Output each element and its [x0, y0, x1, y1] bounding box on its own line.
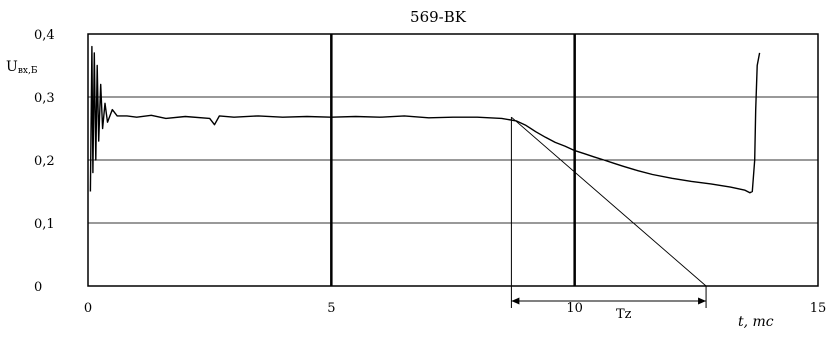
interval-arrow-head-right	[698, 297, 707, 305]
x-tick-label: 0	[84, 301, 92, 316]
series-line	[89, 45, 761, 194]
y-tick-label: 0,4	[34, 28, 55, 43]
y-axis-label: Uвх,Б	[6, 59, 38, 76]
y-tick-label: 0,3	[34, 91, 55, 106]
tz-label: Tz	[616, 307, 632, 322]
tangent-line	[511, 116, 707, 287]
y-axis-label-sub: вх,Б	[18, 66, 38, 76]
y-tick-label: 0,1	[34, 217, 55, 232]
x-axis-label: t, mc	[738, 314, 774, 330]
interval-arrow-head-left	[511, 297, 520, 305]
x-tick-label: 10	[566, 301, 583, 316]
y-tick-label: 0	[34, 280, 42, 295]
y-axis-label-main: U	[6, 59, 18, 75]
chart-title: 569-BK	[410, 8, 467, 26]
y-tick-label: 0,2	[34, 154, 55, 169]
x-tick-label: 5	[327, 301, 335, 316]
x-tick-label: 15	[810, 301, 827, 316]
plot-frame	[87, 33, 819, 287]
